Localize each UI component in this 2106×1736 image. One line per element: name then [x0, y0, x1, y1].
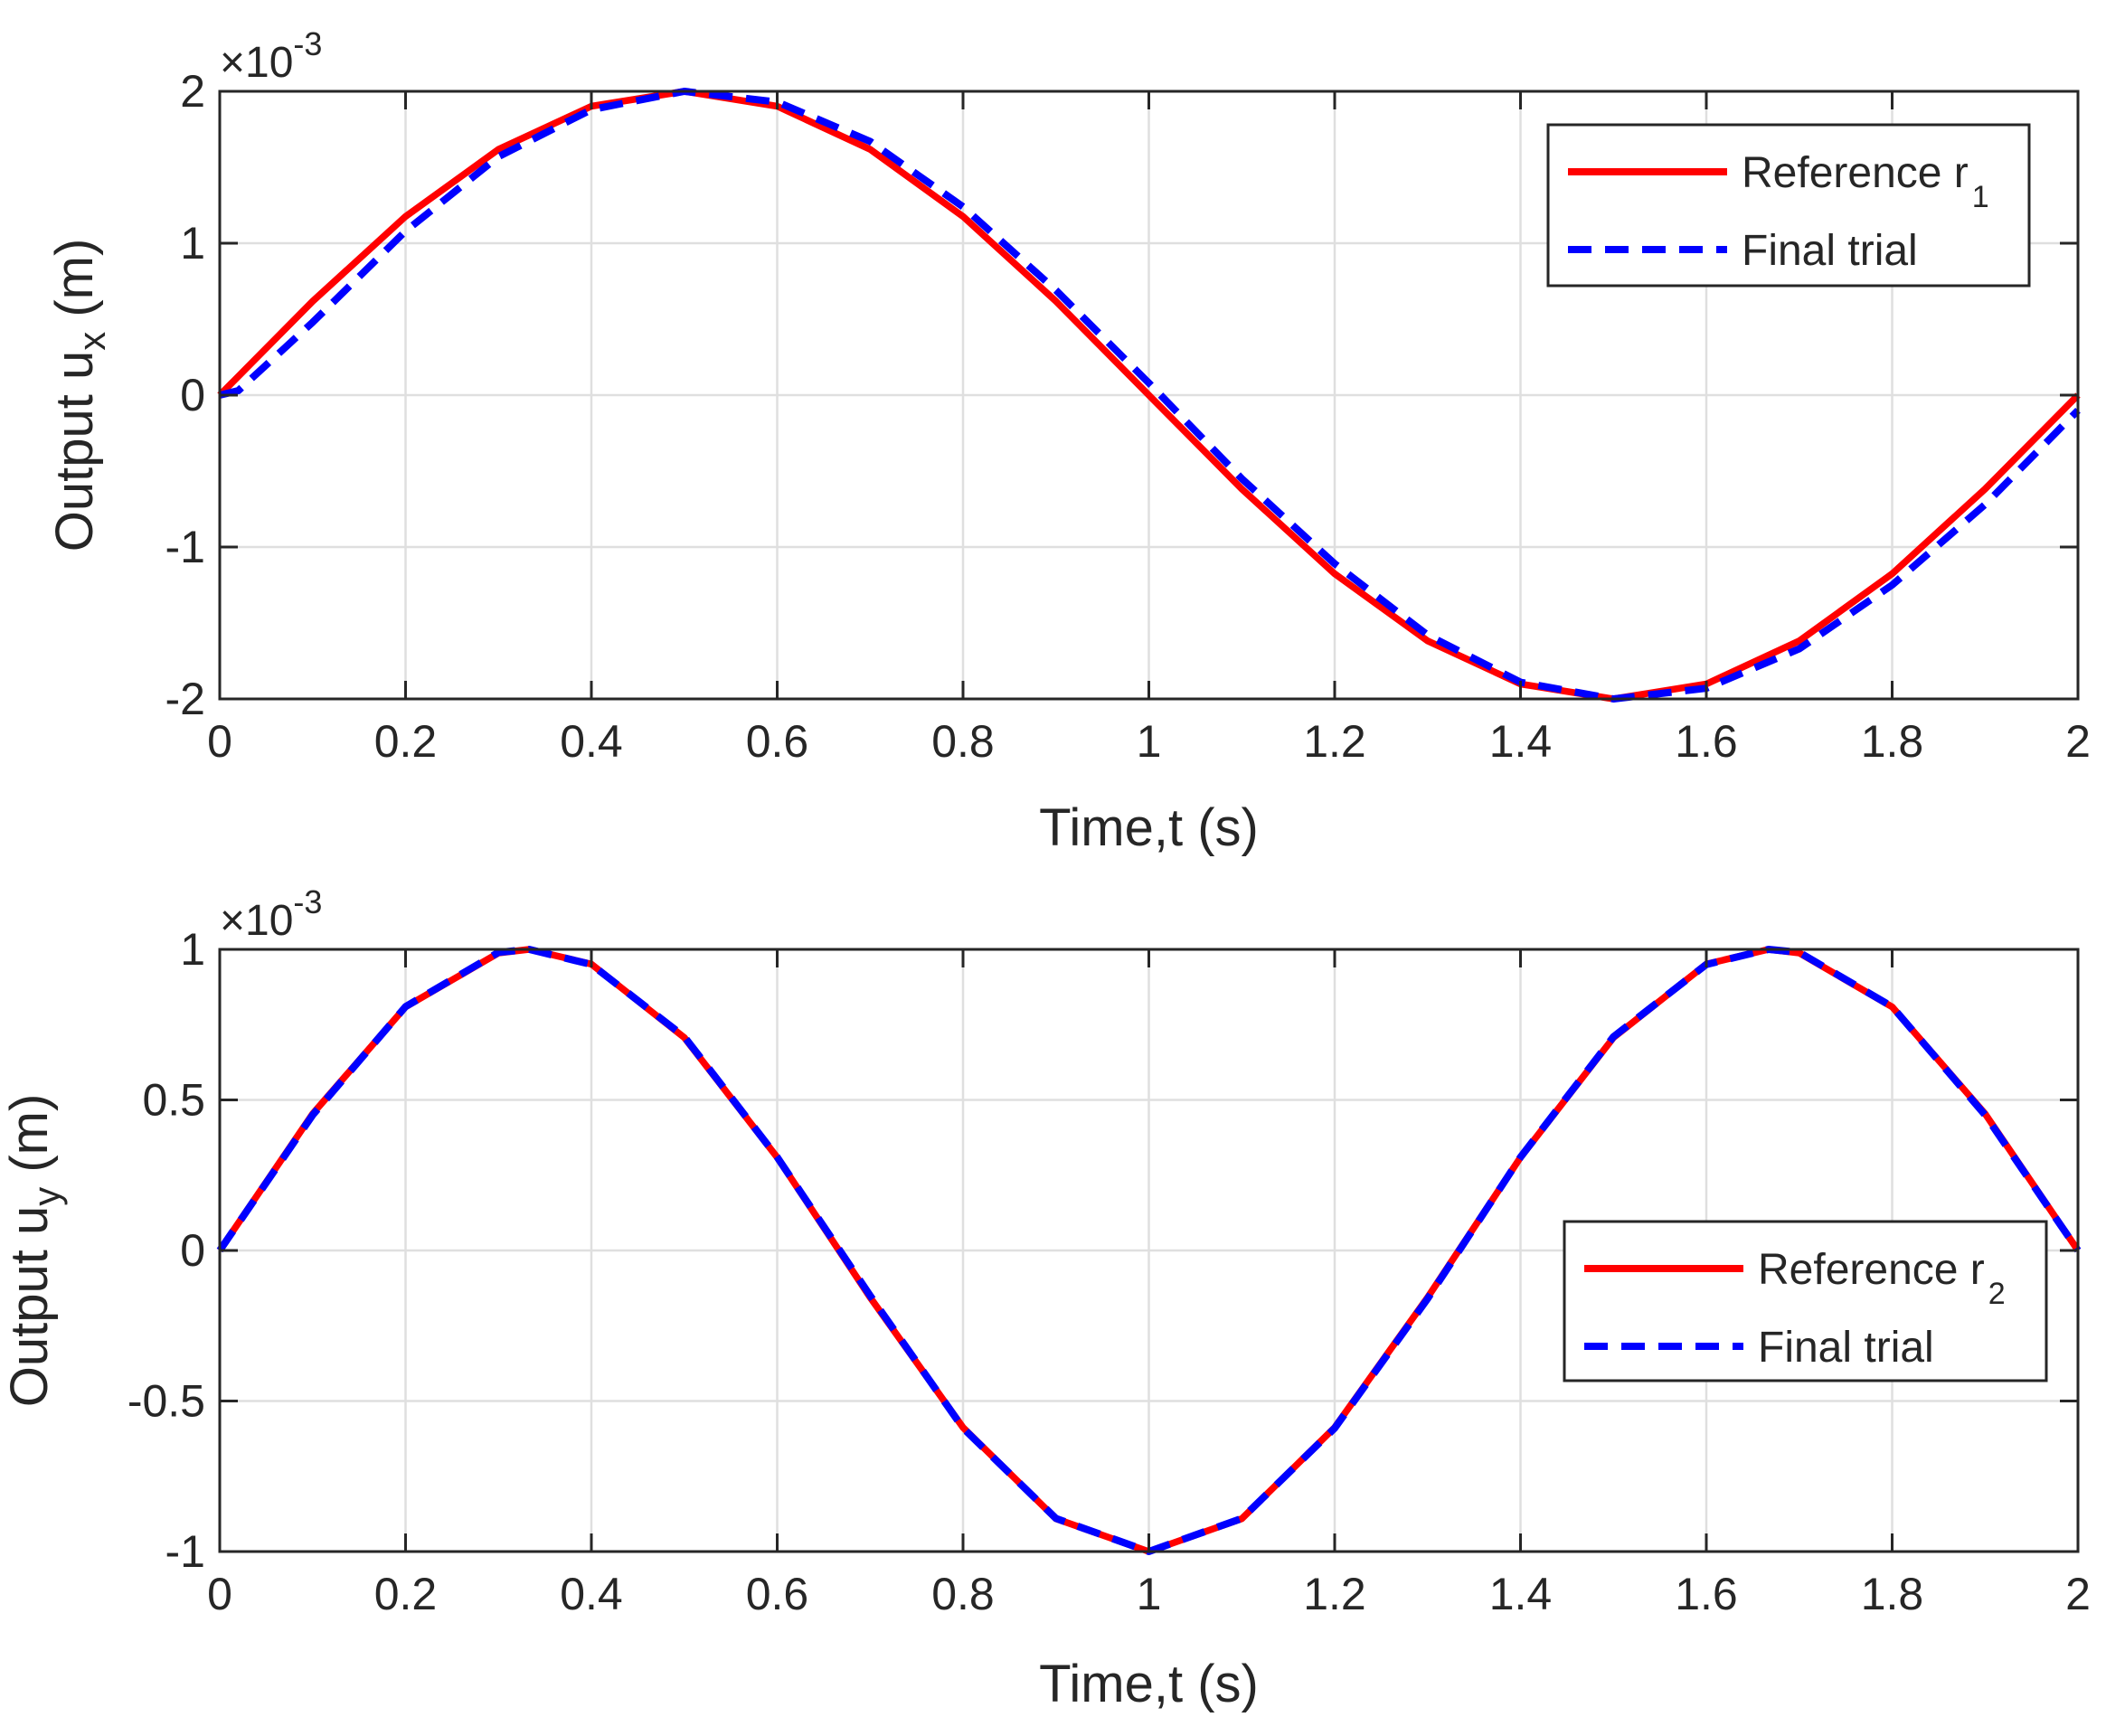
exponent-label: ×10-3 — [220, 883, 322, 945]
x-tick-label: 1.8 — [1861, 716, 1924, 767]
y-axis-label: Output uy (m) — [0, 1094, 68, 1408]
x-axis-label: Time,t (s) — [1039, 1655, 1259, 1713]
exponent-label: ×10-3 — [220, 25, 322, 87]
x-tick-label: 2 — [2065, 716, 2091, 767]
x-tick-label: 1.6 — [1675, 1569, 1738, 1619]
x-tick-label: 1.2 — [1303, 1569, 1366, 1619]
upper-plot-panel: 0 0.2 0.4 0.6 0.8 1 1.2 1.4 1.6 1.8 2 -2 -1 0 1 2 ×10-3 T… — [45, 25, 2091, 857]
legend: Reference r 1 Final trial — [1546, 123, 2031, 288]
y-tick-label: -1 — [165, 522, 205, 572]
series-line-reference — [217, 88, 2081, 703]
y-tick-label: 0 — [180, 370, 205, 420]
x-tick-label: 1 — [1137, 1569, 1162, 1619]
y-tick-label: -1 — [165, 1526, 205, 1577]
x-tick-label: 1.6 — [1675, 716, 1738, 767]
x-tick-label: 0.6 — [746, 716, 809, 767]
legend-box — [1546, 123, 2031, 288]
y-tick-label: 2 — [180, 66, 205, 117]
y-axis-label: Output ux (m) — [45, 239, 113, 552]
lower-plot-panel: 0 0.2 0.4 0.6 0.8 1 1.2 1.4 1.6 1.8 2 -1 -0.5 0 0.5 1 ×1… — [0, 883, 2091, 1713]
x-tick-label: 0.2 — [374, 1569, 438, 1619]
x-tick-label: 1.2 — [1303, 716, 1366, 767]
legend-box — [1563, 1220, 2048, 1382]
series-line-final-trial — [219, 88, 2081, 703]
x-tick-label: 0.6 — [746, 1569, 809, 1619]
x-axis-label: Time,t (s) — [1039, 798, 1259, 857]
y-tick-label: -2 — [165, 674, 205, 724]
legend-label: Final trial — [1742, 227, 1918, 275]
x-tick-label: 0.8 — [931, 1569, 995, 1619]
x-tick-label: 1.4 — [1489, 716, 1553, 767]
y-tick-label: 0.5 — [142, 1075, 205, 1126]
x-tick-label: 0.2 — [374, 716, 438, 767]
y-tick-label: -0.5 — [127, 1376, 205, 1427]
x-tick-label: 0.8 — [931, 716, 995, 767]
x-tick-label: 0.4 — [560, 716, 623, 767]
y-tick-label: 0 — [180, 1225, 205, 1276]
x-tick-label: 0 — [207, 716, 232, 767]
x-tick-label: 0.4 — [560, 1569, 623, 1619]
x-tick-label: 2 — [2065, 1569, 2091, 1619]
legend-label: Final trial — [1758, 1324, 1934, 1372]
legend: Reference r 2 Final trial — [1563, 1220, 2048, 1382]
x-tick-label: 1 — [1137, 716, 1162, 767]
x-tick-label: 1.8 — [1861, 1569, 1924, 1619]
x-tick-label: 0 — [207, 1569, 232, 1619]
y-tick-label: 1 — [180, 218, 205, 269]
y-tick-label: 1 — [180, 924, 205, 975]
x-tick-label: 1.4 — [1489, 1569, 1553, 1619]
